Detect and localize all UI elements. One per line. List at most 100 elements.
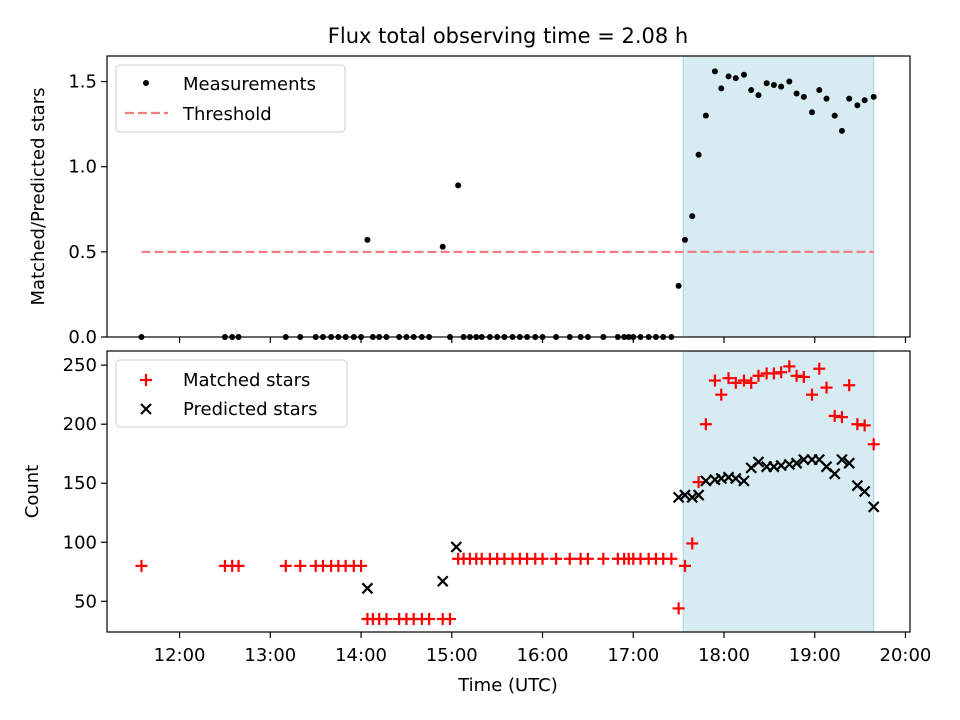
matched-star-marker (715, 388, 728, 401)
bottom-xtick-label: 20:00 (880, 645, 932, 666)
matched-star-marker (550, 552, 563, 565)
measurement-point (740, 71, 747, 78)
bottom-x-axis: 12:00 13:00 14:00 15:00 16:00 17:00 18:00 19:00… (154, 632, 932, 666)
predicted-star-marker (450, 541, 463, 553)
bottom-xtick-label: 17:00 (607, 645, 659, 666)
measurement-point (809, 109, 816, 116)
legend-predicted-marker (140, 403, 152, 415)
top-axes-frame (106, 55, 911, 338)
measurement-point (364, 236, 371, 243)
measurement-point (755, 92, 762, 99)
matched-star-marker (867, 438, 880, 451)
measurement-point (770, 81, 777, 88)
predicted-star-marker (686, 491, 699, 504)
measurement-point (718, 85, 725, 92)
measurement-point (711, 68, 718, 75)
measurement-point (763, 80, 770, 87)
top-ytick-label: 1.0 (68, 157, 97, 178)
predicted-star-marker (679, 489, 691, 501)
legend-matched-label: Matched stars (183, 370, 310, 391)
matched-star-marker (797, 370, 810, 383)
bottom-xtick-label: 14:00 (335, 645, 387, 666)
matched-star-marker (380, 613, 393, 626)
bottom-legend: Matched stars Predicted stars (115, 359, 348, 428)
bottom-xtick-label: 15:00 (426, 645, 478, 666)
matched-star-marker (699, 418, 712, 431)
matched-star-marker (686, 537, 699, 550)
top-legend: Measurements Threshold (115, 64, 346, 133)
measurement-point (816, 87, 823, 94)
matched-star-marker (692, 476, 705, 489)
bottom-xtick-label: 19:00 (789, 645, 841, 666)
matched-star-marker (745, 376, 758, 389)
top-y-axis-label: Matched/Predicted stars (28, 88, 49, 306)
matched-star-marker (813, 362, 826, 375)
top-ytick-label: 0.0 (68, 327, 97, 348)
top-y-axis: 0.0 0.5 1.0 1.5 (68, 72, 107, 348)
matched-star-marker (806, 388, 819, 401)
matched-star-marker (597, 552, 610, 565)
predicted-star-marker (836, 453, 848, 466)
measurement-point (846, 95, 853, 102)
predicted-star-marker (790, 457, 803, 469)
predicted-star-marker (858, 485, 871, 498)
matched-star-marker (722, 372, 735, 385)
predicted-stars-points (361, 453, 880, 595)
measurement-point (838, 127, 845, 134)
bottom-ytick-label: 250 (63, 355, 97, 376)
matched-star-marker (563, 552, 576, 565)
bottom-panel: 50 100 150 200 250 12:00 13:00 14:00 15:00 16:00… (22, 350, 932, 696)
bottom-xtick-label: 16:00 (517, 645, 569, 666)
matched-star-marker (665, 552, 678, 565)
bottom-xtick-label: 18:00 (698, 645, 750, 666)
measurement-point (455, 182, 462, 189)
predicted-star-marker (828, 468, 841, 480)
matched-star-marker (767, 367, 780, 380)
matched-star-marker (828, 409, 841, 422)
measurement-point (681, 236, 688, 243)
bottom-y-axis: 50 100 150 200 250 (63, 355, 107, 612)
measurement-point (748, 87, 755, 94)
bottom-xtick-label: 12:00 (154, 645, 206, 666)
measurement-point (793, 90, 800, 97)
legend-measurements-marker (143, 80, 149, 86)
legend-matched-marker (140, 374, 152, 386)
bottom-axes-frame (106, 350, 911, 633)
x-axis-label: Time (UTC) (457, 675, 558, 696)
legend-predicted-label: Predicted stars (183, 399, 317, 420)
predicted-star-marker (843, 457, 855, 469)
legend-threshold-label: Threshold (182, 104, 272, 125)
measurement-point (732, 75, 739, 82)
matched-star-marker (752, 369, 765, 382)
predicted-star-marker (672, 491, 685, 504)
predicted-star-marker (436, 575, 449, 588)
measurement-point (786, 78, 793, 85)
matched-star-marker (355, 559, 368, 572)
bottom-y-axis-label: Count (22, 465, 43, 518)
measurement-point (439, 243, 446, 250)
matched-star-marker (232, 559, 245, 572)
predicted-star-marker (738, 475, 750, 487)
measurement-point (702, 112, 709, 119)
bottom-ytick-label: 50 (74, 591, 97, 612)
bottom-ytick-label: 100 (63, 532, 97, 553)
matched-star-marker (843, 379, 856, 392)
chart-title: Flux total observing time = 2.08 h (328, 24, 688, 48)
top-observing-span (682, 55, 875, 338)
matched-stars-points (135, 360, 880, 626)
legend-measurements-label: Measurements (183, 74, 316, 95)
predicted-star-marker (730, 472, 742, 485)
measurement-point (861, 97, 868, 104)
matched-star-marker (581, 552, 594, 565)
predicted-star-marker (692, 489, 705, 501)
measurement-point (831, 112, 838, 119)
predicted-star-marker (361, 582, 374, 595)
matched-star-marker (443, 613, 456, 626)
matched-star-marker (536, 552, 549, 565)
bottom-ytick-label: 150 (63, 473, 97, 494)
bottom-observing-span (682, 350, 875, 633)
measurement-point (778, 83, 785, 90)
predicted-star-marker (867, 501, 880, 513)
bottom-legend-box (115, 359, 348, 428)
top-panel: 0.0 0.5 1.0 1.5 Matched/Predicted stars Mea… (28, 55, 911, 348)
